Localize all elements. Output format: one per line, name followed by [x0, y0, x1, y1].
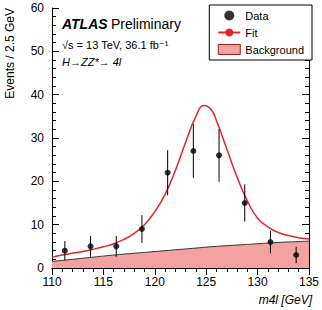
svg-text:60: 60 [31, 1, 45, 15]
svg-text:40: 40 [31, 88, 45, 102]
svg-text:Background: Background [245, 44, 304, 56]
svg-text:Events / 2.5 GeV: Events / 2.5 GeV [3, 8, 17, 99]
svg-text:115: 115 [94, 275, 113, 289]
svg-text:Fit: Fit [245, 27, 257, 39]
svg-text:Data: Data [245, 10, 269, 22]
svg-text:130: 130 [248, 275, 268, 289]
svg-text:125: 125 [196, 275, 216, 289]
svg-text:0: 0 [37, 261, 44, 275]
svg-text:135: 135 [299, 275, 319, 289]
svg-text:110: 110 [42, 275, 61, 289]
svg-text:Preliminary: Preliminary [111, 16, 181, 32]
svg-text:50: 50 [31, 44, 45, 58]
svg-text:m4l [GeV]: m4l [GeV] [259, 293, 313, 307]
svg-text:√s = 13 TeV, 36.1 fb⁻¹: √s = 13 TeV, 36.1 fb⁻¹ [62, 39, 169, 51]
svg-text:20: 20 [31, 174, 45, 188]
svg-text:120: 120 [145, 275, 165, 289]
svg-text:10: 10 [31, 218, 45, 232]
svg-text:H→ZZ*→ 4l: H→ZZ*→ 4l [62, 56, 122, 68]
svg-text:ATLAS: ATLAS [61, 16, 108, 32]
svg-text:30: 30 [31, 131, 45, 145]
